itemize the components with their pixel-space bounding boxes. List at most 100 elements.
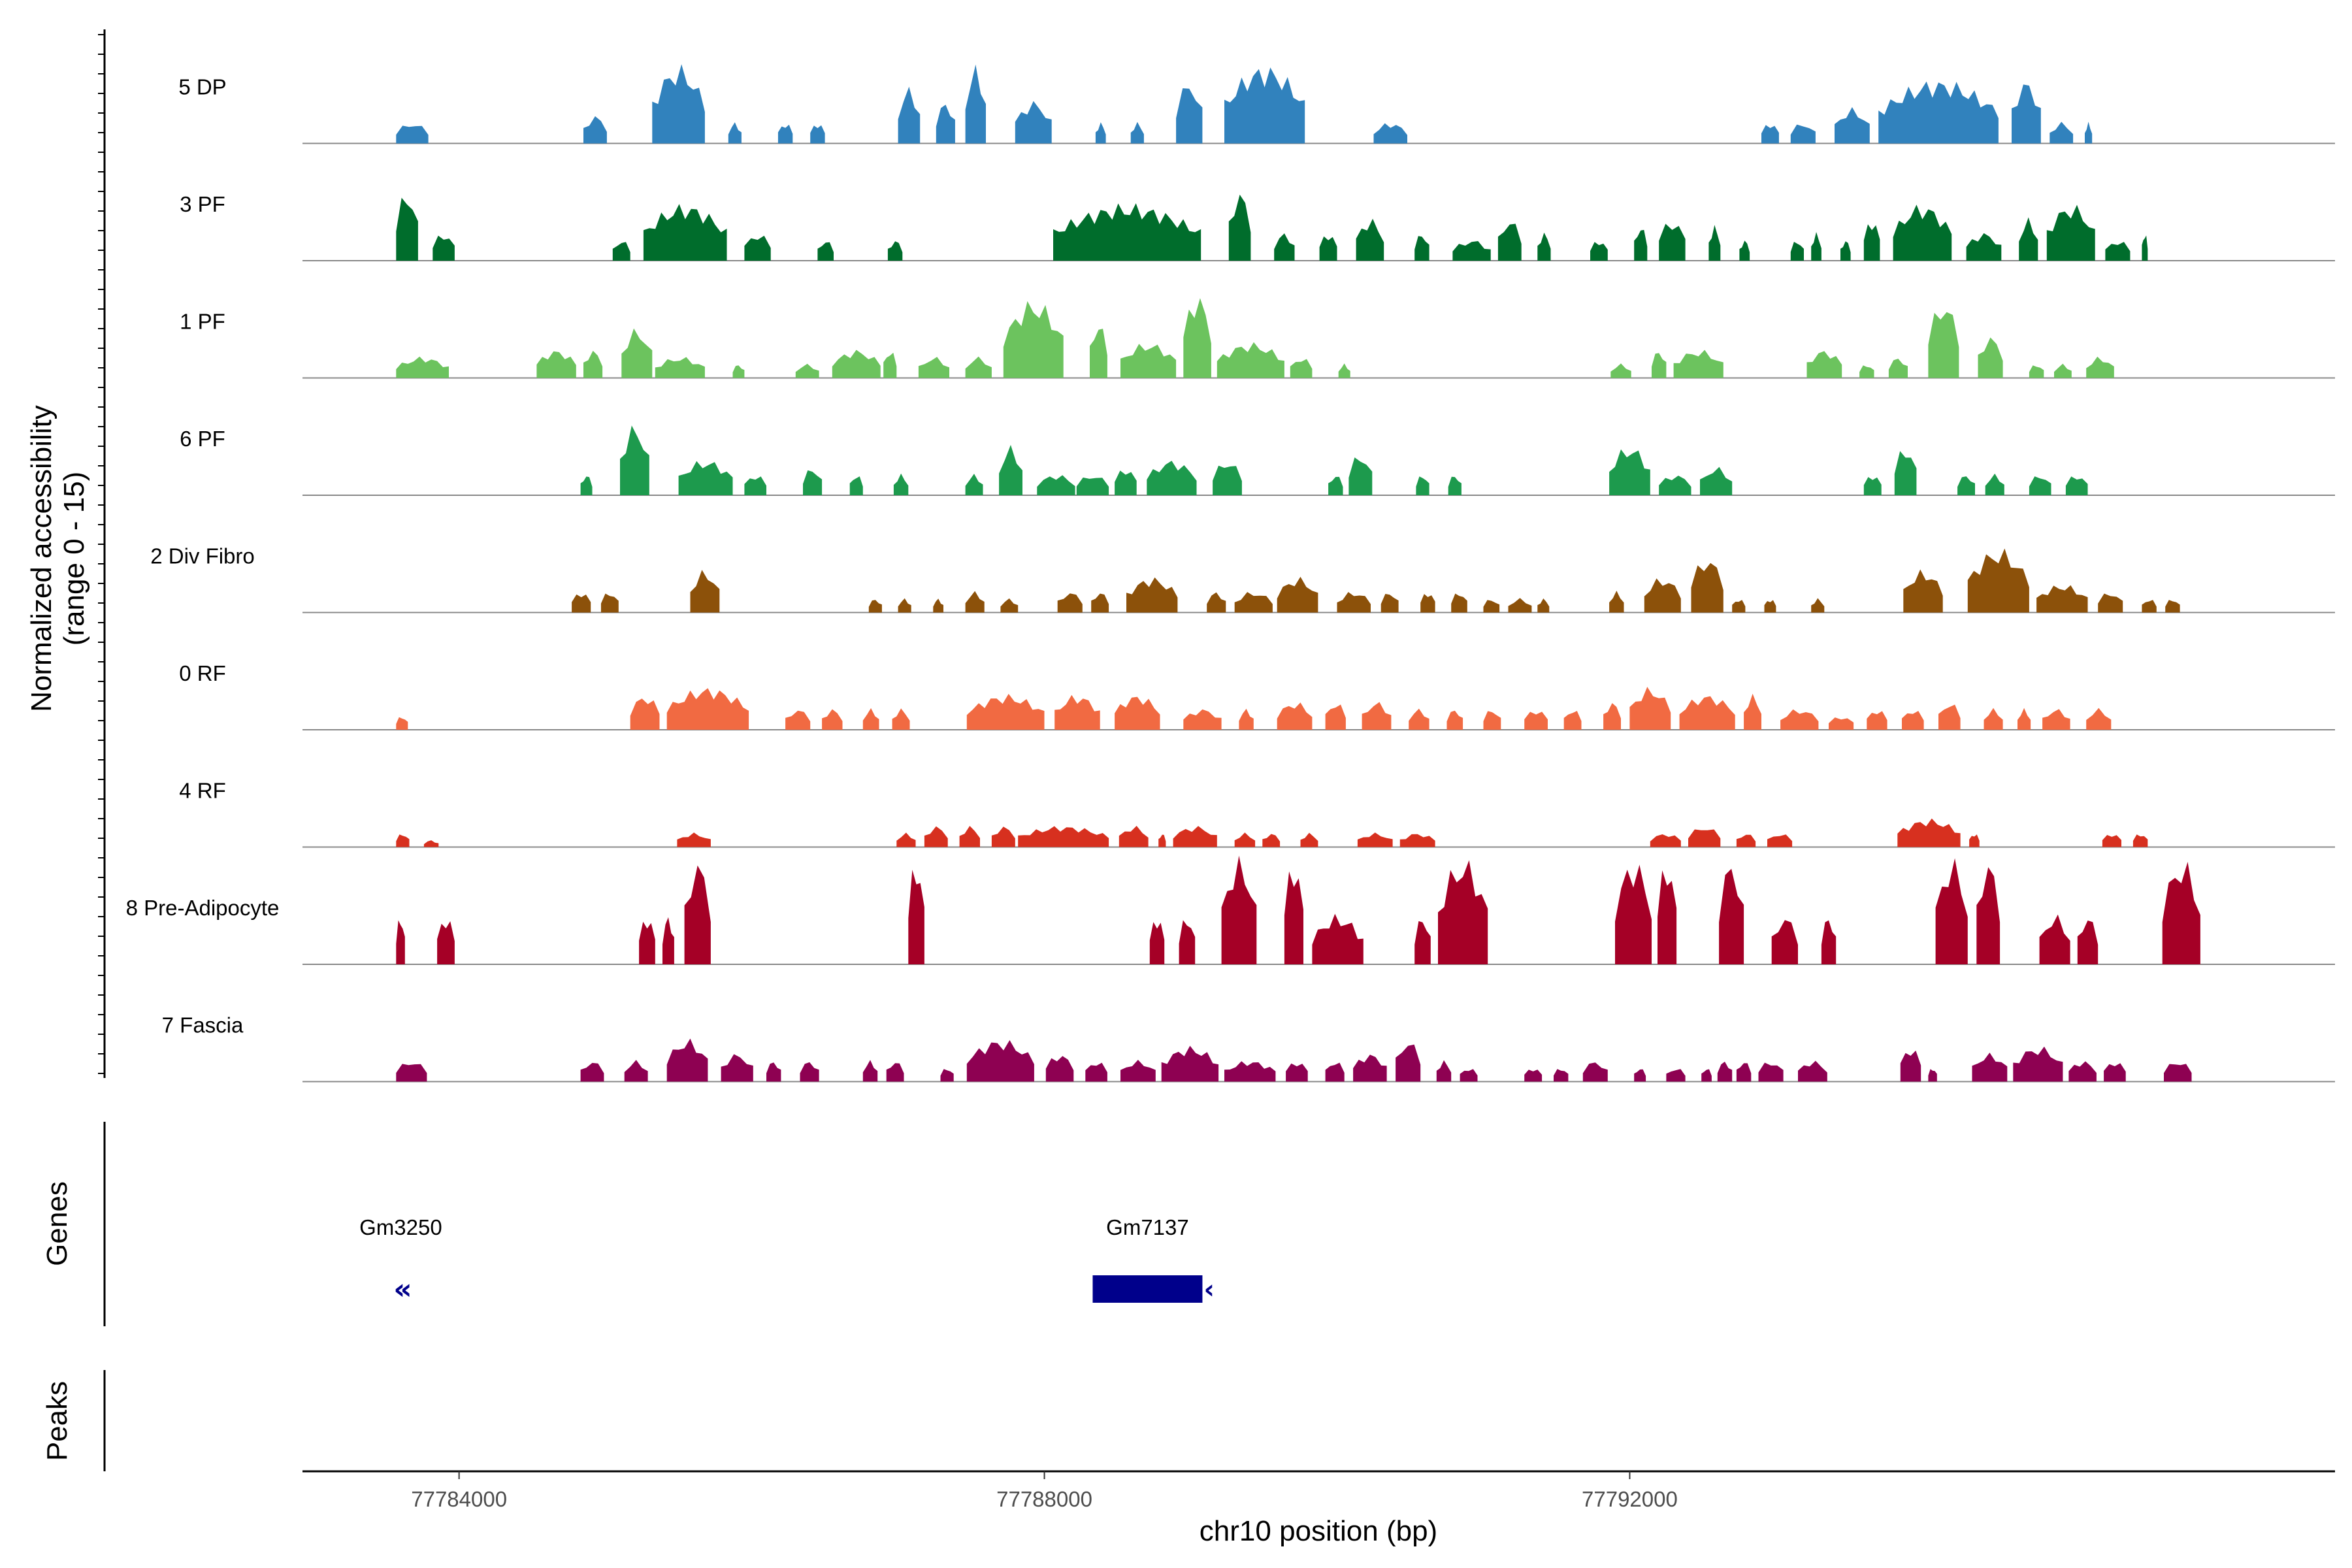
- coverage-peak: [1373, 123, 1407, 144]
- coverage-peak: [959, 826, 980, 847]
- coverage-peak: [1095, 122, 1106, 144]
- coverage-peak: [1147, 461, 1197, 495]
- gene-label: Gm7137: [1106, 1215, 1189, 1239]
- coverage-peak: [2077, 920, 2099, 964]
- coverage-peak: [1319, 236, 1337, 261]
- coverage-peak: [1213, 465, 1242, 495]
- coverage-peak: [940, 1069, 954, 1082]
- coverage-peak: [1967, 548, 2029, 613]
- coverage-peak: [1436, 1060, 1452, 1082]
- coverage-peak: [1590, 242, 1608, 261]
- coverage-peak: [1563, 711, 1582, 730]
- coverage-peak: [1338, 363, 1350, 378]
- coverage-peak: [1497, 223, 1522, 261]
- coverage-peak: [1840, 241, 1851, 261]
- coverage-peak: [1811, 232, 1821, 261]
- peaks-panel-title: Peaks: [41, 1381, 73, 1461]
- strand-arrow-icon: «: [393, 1273, 412, 1306]
- coverage-peak: [1717, 1062, 1733, 1082]
- x-tick-label: 77788000: [996, 1487, 1092, 1511]
- coverage-peak: [1863, 224, 1880, 261]
- coverage-peak: [1161, 1045, 1219, 1082]
- coverage-peak: [893, 473, 909, 495]
- track-label: 6 PF: [180, 427, 225, 451]
- coverage-peak: [1835, 106, 1870, 144]
- coverage-peak: [1460, 1069, 1478, 1082]
- coverage-peak: [2086, 708, 2112, 730]
- track-label: 1 PF: [180, 310, 225, 334]
- coverage-peak: [2086, 356, 2114, 378]
- coverage-peak: [795, 363, 819, 378]
- track-1-pf: 1 PF: [180, 298, 2335, 379]
- coverage-peak: [1037, 475, 1075, 495]
- coverage-peak: [1357, 832, 1393, 847]
- coverage-peak: [1701, 1069, 1712, 1082]
- coverage-peak: [1900, 1051, 1921, 1082]
- x-axis-ticks: 77784000 77788000 77792000: [411, 1471, 1678, 1511]
- coverage-peak: [1286, 1063, 1308, 1082]
- track-3-pf: 3 PF: [180, 192, 2335, 261]
- coverage-peak: [1328, 476, 1343, 495]
- coverage-peak: [1179, 920, 1196, 964]
- coverage-peak: [800, 1062, 819, 1082]
- coverage-peak: [1224, 1061, 1276, 1082]
- coverage-peak: [1054, 694, 1100, 730]
- coverage-peak: [1708, 225, 1721, 261]
- coverage-peak: [1524, 1070, 1543, 1082]
- coverage-peak: [678, 461, 733, 495]
- y-axis-title-line1: Normalized accessibility: [25, 405, 57, 711]
- coverage-peak: [2165, 600, 2180, 613]
- coverage-peak: [655, 357, 705, 378]
- coverage-peak: [536, 351, 576, 378]
- x-tick-label: 77784000: [411, 1487, 507, 1511]
- coverage-peak: [2132, 834, 2148, 847]
- coverage-peak: [1984, 708, 2003, 730]
- coverage-peak: [1090, 329, 1107, 378]
- coverage-peak: [1234, 592, 1273, 613]
- track-label: 4 RF: [179, 779, 226, 803]
- coverage-peak: [1414, 236, 1429, 261]
- coverage-peak: [1221, 855, 1257, 964]
- coverage-peak: [1935, 858, 1968, 964]
- coverage-peak: [1508, 598, 1532, 613]
- coverage-peak: [1790, 124, 1816, 144]
- coverage-peak: [1290, 359, 1313, 378]
- coverage-peak: [1739, 240, 1750, 261]
- coverage-peak: [1183, 709, 1222, 730]
- coverage-peak: [1764, 600, 1776, 613]
- coverage-peak: [1173, 826, 1217, 847]
- coverage-peak: [580, 1062, 604, 1082]
- coverage-peak: [1362, 702, 1392, 730]
- coverage-peak: [924, 826, 948, 847]
- coverage-peak: [1978, 337, 2003, 378]
- coverage-peak: [999, 444, 1022, 495]
- coverage-peak: [1666, 1069, 1686, 1082]
- coverage-peak: [887, 241, 903, 261]
- y-axis-title-line2: (range 0 - 15): [58, 472, 90, 646]
- coverage-peak: [2104, 1063, 2126, 1082]
- coverage-peak: [1003, 301, 1064, 378]
- coverage-peak: [1277, 702, 1313, 730]
- coverage-peak: [1894, 451, 1917, 495]
- coverage-peak: [437, 921, 455, 964]
- coverage-peak: [666, 688, 749, 730]
- coverage-peak: [908, 870, 924, 964]
- coverage-peak: [1277, 576, 1318, 613]
- coverage-peak: [1790, 242, 1804, 261]
- coverage-peak: [898, 86, 921, 144]
- coverage-peak: [1120, 344, 1177, 378]
- peaks-panel: Peaks: [41, 1370, 106, 1471]
- coverage-peak: [862, 1060, 878, 1082]
- coverage-peak: [572, 594, 591, 613]
- coverage-peak: [1659, 223, 1686, 261]
- coverage-peak: [898, 598, 911, 613]
- coverage-peak: [918, 357, 949, 378]
- coverage-peak: [2039, 914, 2070, 964]
- gene-annotations: Gm3250 « Gm7137 ‹: [359, 1215, 1215, 1306]
- coverage-peak: [1928, 312, 1959, 378]
- track-0-rf: 0 RF: [179, 661, 2335, 730]
- x-tick-label: 77792000: [1582, 1487, 1678, 1511]
- coverage-peak: [1603, 703, 1621, 730]
- coverage-peak: [1767, 834, 1793, 847]
- coverage-peak: [1115, 696, 1160, 730]
